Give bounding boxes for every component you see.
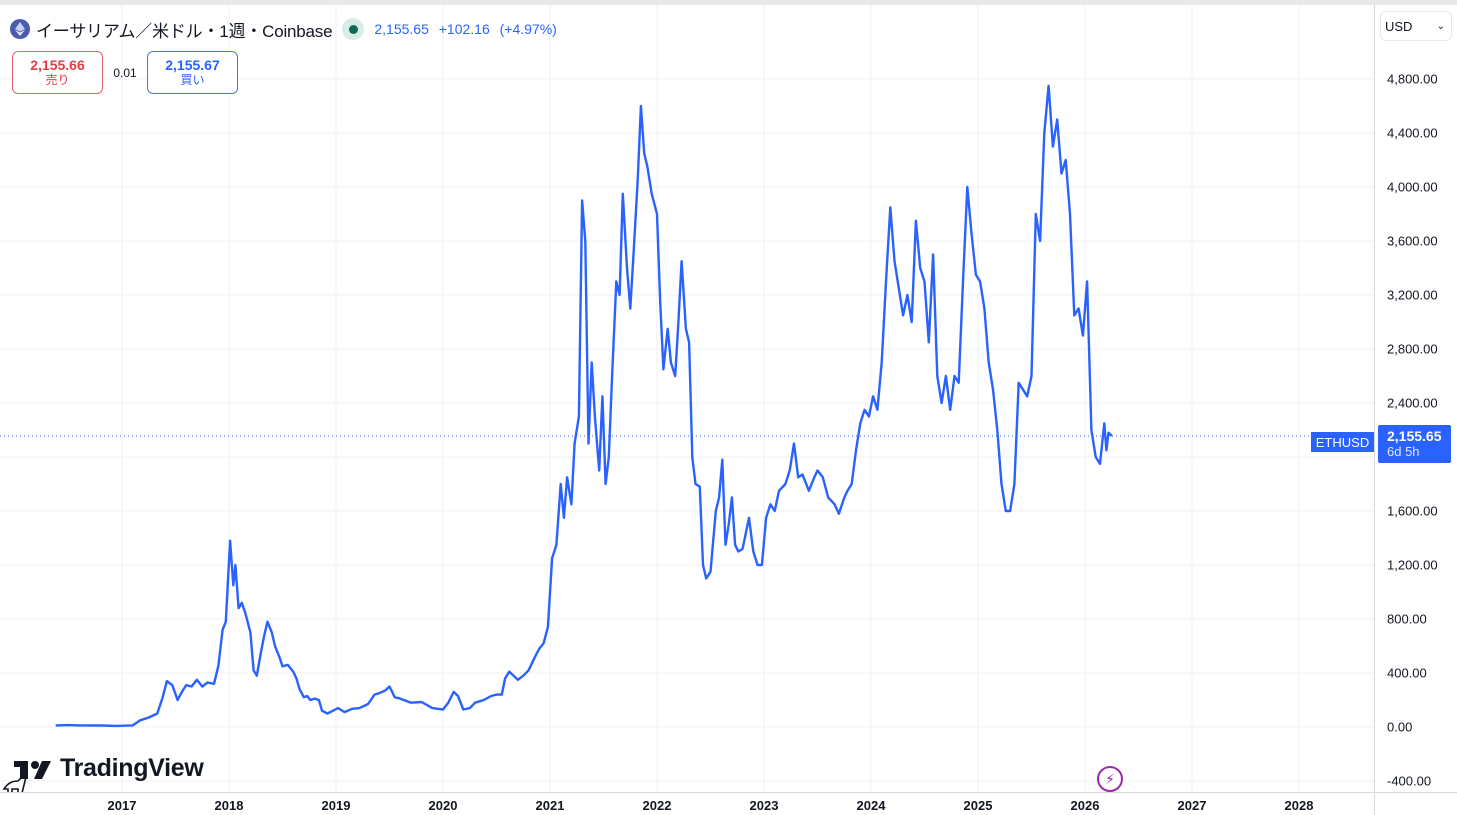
price-chart[interactable] bbox=[0, 5, 1374, 792]
currency-value: USD bbox=[1385, 18, 1413, 34]
ethusd-price-line bbox=[55, 84, 1113, 728]
vertical-gridlines bbox=[121, 5, 1300, 792]
trade-buttons: 2,155.66 売り 0.01 2,155.67 買い bbox=[12, 51, 238, 94]
price-tick-label: 1,600.00 bbox=[1387, 503, 1438, 519]
price-summary: 2,155.65 +102.16 (+4.97%) bbox=[374, 21, 562, 37]
year-tick-label: 2022 bbox=[642, 798, 672, 813]
price-tick-label: 1,200.00 bbox=[1387, 557, 1438, 573]
ethereum-icon[interactable] bbox=[10, 19, 30, 39]
lightning-icon[interactable]: ⚡ bbox=[1097, 766, 1123, 792]
buy-price: 2,155.67 bbox=[165, 57, 220, 73]
price-tick-label: 2,800.00 bbox=[1387, 341, 1438, 357]
top-strip bbox=[0, 0, 1457, 5]
price-change: +102.16 bbox=[438, 21, 490, 37]
current-price-tag: 2,155.65 6d 5h bbox=[1378, 425, 1451, 463]
year-tick-label: 2025 bbox=[963, 798, 993, 813]
year-tick-label: 2017 bbox=[107, 798, 137, 813]
sell-label: 売り bbox=[45, 73, 70, 87]
symbol-price-label: ETHUSD bbox=[1311, 432, 1374, 452]
year-tick-label: 2028 bbox=[1284, 798, 1314, 813]
price-tick-label: 400.00 bbox=[1387, 665, 1427, 681]
time-axis[interactable]: 2017 2018 2019 2020 2021 2022 2023 2024 2025 2026… bbox=[0, 792, 1374, 815]
logo-text: TradingView bbox=[60, 754, 204, 782]
horizontal-gridlines bbox=[0, 78, 1374, 782]
price-axis[interactable]: 4,800.00 4,400.00 4,000.00 3,600.00 3,200.00… bbox=[1374, 5, 1457, 792]
sell-price: 2,155.66 bbox=[30, 57, 85, 73]
price-tick-label: 4,800.00 bbox=[1387, 71, 1438, 87]
dino-icon[interactable] bbox=[2, 775, 32, 792]
year-tick-label: 2027 bbox=[1177, 798, 1207, 813]
price-tick-label: 3,200.00 bbox=[1387, 287, 1438, 303]
price-tick-label: 4,400.00 bbox=[1387, 125, 1438, 141]
year-tick-label: 2026 bbox=[1070, 798, 1100, 813]
chart-pane[interactable]: イーサリアム／米ドル・1週・Coinbase 2,155.65 +102.16 … bbox=[0, 5, 1374, 792]
year-tick-label: 2024 bbox=[856, 798, 886, 813]
current-price-value: 2,155.65 bbox=[1387, 428, 1442, 444]
spread-value: 0.01 bbox=[113, 65, 137, 80]
bar-countdown: 6d 5h bbox=[1387, 444, 1420, 459]
year-tick-label: 2021 bbox=[535, 798, 565, 813]
buy-button[interactable]: 2,155.67 買い bbox=[147, 51, 238, 94]
price-tick-label: 4,000.00 bbox=[1387, 179, 1438, 195]
tradingview-logo[interactable]: TradingView bbox=[14, 754, 204, 783]
price-tick-label: 0.00 bbox=[1387, 719, 1413, 735]
chart-legend: イーサリアム／米ドル・1週・Coinbase 2,155.65 +102.16 … bbox=[10, 17, 563, 41]
year-tick-label: 2020 bbox=[428, 798, 458, 813]
last-price: 2,155.65 bbox=[374, 21, 429, 37]
price-tick-label: -400.00 bbox=[1387, 773, 1432, 789]
chevron-down-icon: ⌄ bbox=[1436, 20, 1445, 32]
market-open-dot-icon bbox=[348, 24, 358, 34]
market-status-indicator[interactable] bbox=[342, 18, 365, 40]
price-tick-label: 3,600.00 bbox=[1387, 233, 1438, 249]
symbol-title[interactable]: イーサリアム／米ドル・1週・Coinbase bbox=[36, 21, 333, 41]
currency-select[interactable]: USD ⌄ bbox=[1380, 11, 1452, 41]
price-tick-label: 800.00 bbox=[1387, 611, 1427, 627]
sell-button[interactable]: 2,155.66 売り bbox=[12, 51, 103, 94]
year-tick-label: 2023 bbox=[749, 798, 779, 813]
tradingview-logo-icon bbox=[14, 760, 51, 779]
axis-corner bbox=[1374, 792, 1457, 815]
price-change-percent: (+4.97%) bbox=[499, 21, 557, 37]
price-tick-label: 2,400.00 bbox=[1387, 395, 1438, 411]
year-tick-label: 2019 bbox=[321, 798, 351, 813]
buy-label: 買い bbox=[180, 73, 205, 87]
year-tick-label: 2018 bbox=[214, 798, 244, 813]
